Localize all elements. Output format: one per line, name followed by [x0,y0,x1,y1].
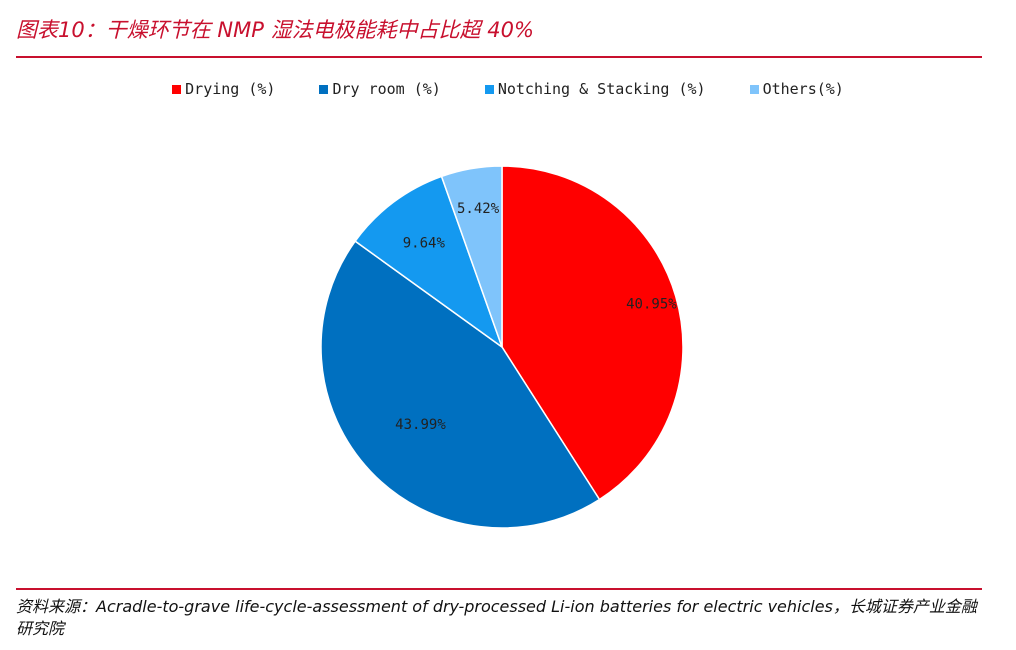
title-divider [16,56,982,58]
legend-swatch-dry-room [319,84,329,94]
legend-item-dry-room: Dry room (%) [319,80,441,98]
legend-swatch-notching-stacking [484,84,494,94]
legend-item-drying: Drying (%) [172,80,275,98]
slice-label-drying: 40.95% [626,296,677,312]
slice-label-notching-stacking: 9.64% [403,236,446,252]
slice-label-dry-room: 43.99% [395,417,446,433]
legend-label-drying: Drying (%) [185,80,276,98]
pie-slice-drying [501,165,684,501]
slice-label-others: 5.42% [457,201,500,217]
legend-label-dry-room: Dry room (%) [332,80,441,98]
pie-slice-notching-stacking [354,175,504,350]
legend-label-notching-stacking: Notching & Stacking (%) [497,80,706,98]
chart-title: 图表10：干燥环节在 NMP 湿法电极能耗中占比超 40% [16,18,534,42]
legend-label-others: Others(%) [762,80,844,98]
legend-item-notching-stacking: Notching & Stacking (%) [484,80,706,98]
source-note: 资料来源：Acradle-to-grave life-cycle-assessm… [16,597,977,638]
legend-swatch-others [749,84,759,94]
pie-slice-dry-room [320,240,601,529]
pie-slice-others [440,165,503,348]
legend-item-others: Others(%) [749,80,844,98]
source-divider [16,588,982,590]
legend-swatch-drying [172,84,182,94]
chart-legend: Drying (%) Dry room (%) Notching & Stack… [0,80,1016,98]
